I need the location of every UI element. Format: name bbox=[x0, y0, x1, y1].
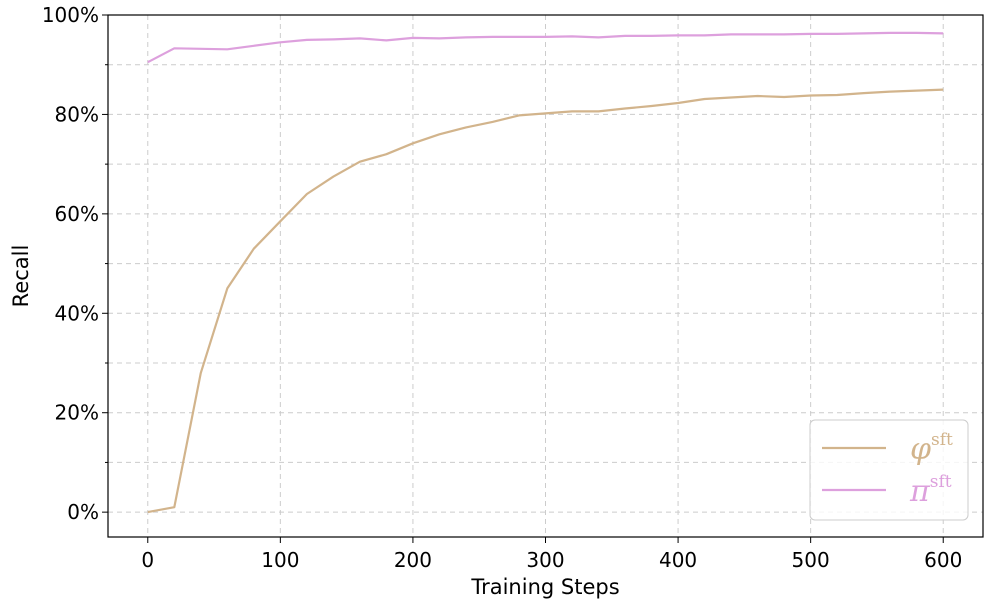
y-axis-label: Recall bbox=[9, 245, 33, 308]
x-tick-label: 0 bbox=[141, 548, 154, 572]
legend-label: πsft bbox=[909, 472, 952, 509]
axis-ticks: 0 100 200 300 400 500 600 0% 20% 40% 60% 80% 100% bbox=[42, 3, 963, 572]
x-tick-label: 100 bbox=[261, 548, 299, 572]
x-tick-label: 200 bbox=[394, 548, 432, 572]
series-line bbox=[147, 88, 944, 514]
legend-label: φsft bbox=[910, 430, 953, 467]
legend-symbol: φ bbox=[910, 432, 931, 467]
y-tick-label: 60% bbox=[55, 202, 99, 226]
x-tick-label: 400 bbox=[659, 548, 697, 572]
x-tick-label: 300 bbox=[526, 548, 564, 572]
x-tick-label: 600 bbox=[924, 548, 962, 572]
series-lines bbox=[147, 31, 944, 514]
y-tick-label: 0% bbox=[67, 500, 99, 524]
y-tick-label: 80% bbox=[55, 102, 99, 126]
x-axis-label: Training Steps bbox=[470, 575, 619, 599]
legend-box bbox=[809, 419, 969, 521]
legend-superscript: sft bbox=[930, 472, 952, 492]
y-tick-label: 20% bbox=[55, 401, 99, 425]
y-tick-label: 40% bbox=[55, 301, 99, 325]
legend-superscript: sft bbox=[931, 430, 953, 450]
legend-symbol: π bbox=[909, 474, 931, 509]
x-tick-label: 500 bbox=[792, 548, 830, 572]
y-tick-label: 100% bbox=[42, 3, 99, 27]
series-line bbox=[147, 31, 944, 64]
